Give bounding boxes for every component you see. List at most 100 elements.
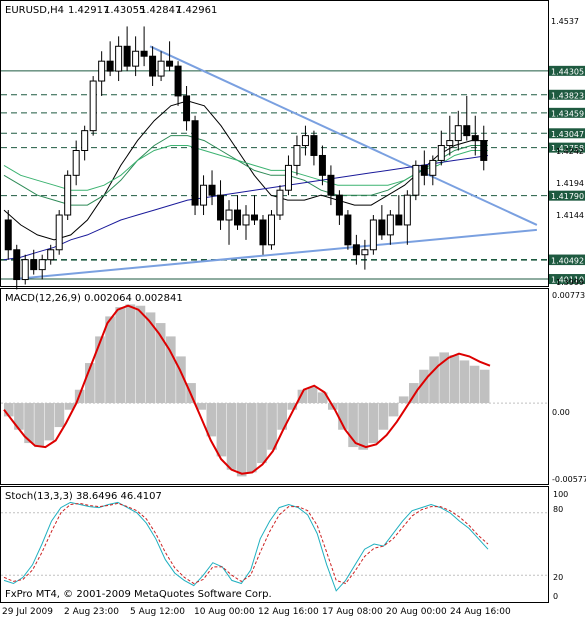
candle-body	[166, 60, 174, 67]
stoch-main-line	[3, 501, 489, 592]
candle-body	[454, 125, 462, 142]
level-price-tag	[549, 274, 585, 285]
level-price-label: 1.44305	[551, 67, 584, 76]
price-chart-title: EURUSD,H4	[5, 5, 64, 16]
macd-histogram-bar	[236, 403, 247, 477]
price-tick: 1.4537	[551, 17, 579, 26]
candle-body	[225, 209, 233, 221]
candle-body	[234, 209, 242, 226]
macd-histogram-bar	[358, 403, 368, 450]
macd-histogram-bar	[115, 307, 125, 404]
time-tick: 29 Jul 2009	[2, 607, 53, 617]
macd-histogram-bar	[378, 403, 389, 430]
macd-histogram-bar	[34, 403, 44, 448]
level-price-tag	[549, 142, 585, 153]
candle-body	[183, 95, 191, 122]
macd-tick: 0.00773	[552, 291, 585, 300]
macd-histogram-bar	[54, 403, 65, 428]
macd-histogram-bar	[287, 403, 298, 410]
candle-body	[89, 80, 97, 132]
macd-histogram-bar	[125, 304, 136, 404]
candle-body	[429, 159, 437, 176]
stoch-tick: 100	[553, 490, 568, 499]
macd-histogram-bar	[95, 336, 105, 404]
macd-histogram-bar	[14, 403, 24, 430]
candle-body	[191, 120, 199, 206]
candle-body	[81, 130, 89, 152]
candle-body	[276, 189, 284, 216]
candle-body	[395, 214, 403, 226]
candle-body	[200, 184, 208, 206]
macd-histogram-bar	[176, 356, 186, 404]
candle-body	[55, 214, 63, 251]
level-price-tag	[549, 89, 585, 100]
macd-histogram-bar	[257, 403, 267, 464]
macd-histogram-bar	[459, 360, 470, 404]
macd-title: MACD(12,26,9) 0.002064 0.002841	[5, 293, 183, 304]
macd-histogram-bar	[135, 305, 146, 404]
price-tick: 1.3999	[556, 278, 584, 287]
candle-body	[352, 244, 360, 256]
candle-body	[361, 249, 369, 256]
macd-histogram-bar	[409, 383, 419, 404]
macd-histogram-bar	[277, 403, 287, 430]
level-price-label: 1.40110	[551, 276, 584, 285]
ohlc-low: 1.42847	[140, 5, 181, 16]
ohlc-high: 1.43055	[104, 5, 145, 16]
macd-histogram-bar	[449, 355, 460, 404]
time-tick: 24 Aug 16:00	[450, 607, 511, 617]
candle-body	[149, 55, 157, 77]
stoch-signal-line	[3, 502, 489, 585]
macd-histogram-bar	[145, 312, 156, 404]
level-price-tag	[549, 107, 585, 118]
candle-body	[480, 140, 488, 161]
candle-body	[412, 164, 420, 196]
macd-histogram-bar	[4, 403, 14, 417]
candle-body	[471, 135, 479, 142]
macd-histogram-bar	[307, 387, 318, 404]
candle-body	[310, 135, 318, 156]
candle-body	[403, 194, 411, 226]
moving-average-line	[3, 155, 489, 261]
level-price-tag	[549, 255, 585, 266]
candle-body	[386, 214, 394, 236]
candle-body	[13, 249, 21, 281]
level-price-tag	[549, 190, 585, 201]
macd-histogram-bar	[338, 403, 348, 430]
stoch-layer	[1, 501, 548, 592]
macd-histogram-bar	[196, 403, 206, 410]
stoch-tick: 80	[553, 505, 563, 514]
time-tick: 2 Aug 23:00	[64, 607, 119, 617]
candle-body	[64, 174, 72, 216]
macd-histogram-bar	[155, 323, 166, 404]
macd-histogram-bar	[419, 369, 429, 404]
candle-body	[174, 65, 182, 97]
level-price-tag	[549, 128, 585, 139]
macd-histogram-bar	[64, 403, 75, 410]
candle-body	[335, 194, 343, 216]
macd-histogram-bar	[479, 369, 490, 404]
macd-histogram-bar	[398, 396, 409, 404]
macd-histogram-bar	[247, 403, 257, 473]
candle-body	[123, 45, 131, 67]
candle-body	[318, 154, 326, 176]
macd-histogram-bar	[105, 316, 115, 404]
macd-histogram-bar	[226, 403, 237, 470]
macd-histogram-bar	[206, 403, 217, 437]
level-price-label: 1.42758	[551, 144, 584, 153]
stoch-title: Stoch(13,3,3) 38.6496 46.4107	[5, 491, 162, 502]
candle-body	[47, 249, 55, 261]
candle-body	[98, 60, 106, 82]
time-tick: 20 Aug 00:00	[386, 607, 447, 617]
macd-layer	[1, 304, 548, 477]
moving-average-line	[3, 145, 488, 191]
candle-body	[72, 150, 80, 176]
candle-body	[4, 219, 12, 251]
macd-histogram-bar	[317, 392, 328, 404]
macd-histogram-bar	[469, 365, 480, 404]
candle-body	[30, 259, 38, 271]
level-price-tag	[549, 65, 585, 76]
price-layer: 1.44305 1.43823 1.43459 1.43047 1.42758 1.417…	[1, 26, 585, 290]
level-price-label: 1.43047	[551, 130, 584, 139]
macd-tick: 0.00	[552, 408, 570, 417]
